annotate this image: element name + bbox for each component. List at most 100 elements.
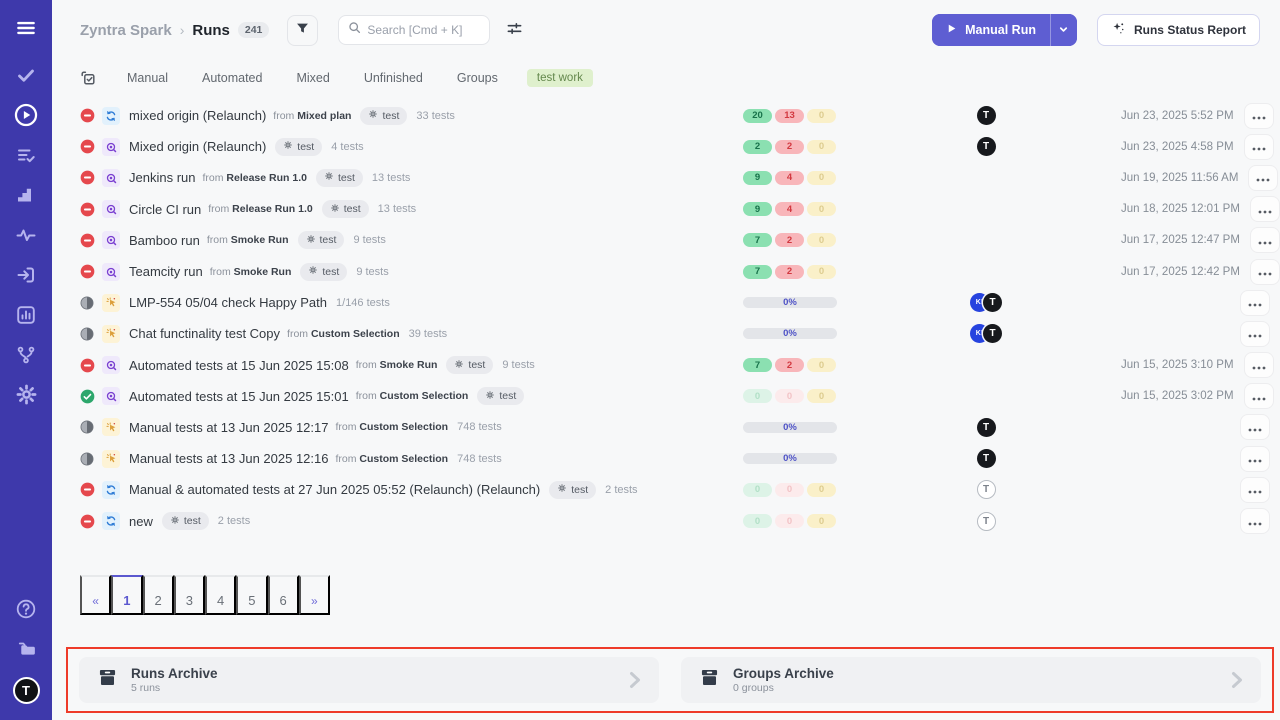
row-menu-button[interactable] [1240, 476, 1270, 503]
pagination-page-4[interactable]: 4 [205, 574, 237, 615]
run-row-main: Chat functinality test Copy from Custom … [80, 324, 743, 343]
run-row[interactable]: mixed origin (Relaunch) from Mixed plan … [80, 100, 1274, 131]
tab-unfinished[interactable]: Unfinished [363, 71, 423, 85]
plan-name: Mixed plan [297, 109, 352, 122]
page-title: Runs [192, 21, 230, 39]
sidebar-item-milestones[interactable] [11, 181, 41, 211]
config-badge: test [549, 480, 597, 499]
failed-count-badge: 2 [775, 233, 804, 248]
search-input[interactable] [367, 23, 481, 37]
run-title[interactable]: Circle CI run [129, 201, 202, 217]
pagination-prev[interactable]: « [80, 574, 112, 615]
config-badge-label: test [571, 483, 589, 496]
play-icon [946, 23, 957, 37]
filter-tag[interactable]: test work [526, 69, 593, 87]
manual-run-button[interactable]: Manual Run [932, 14, 1050, 46]
sidebar-item-activity[interactable] [11, 221, 41, 251]
archive-title: Groups Archive [733, 665, 834, 681]
sidebar-item-tests[interactable] [11, 61, 41, 91]
run-date: Jun 19, 2025 11:56 AM [1121, 171, 1239, 184]
run-title[interactable]: Bamboo run [129, 232, 200, 248]
search-box[interactable] [338, 15, 491, 45]
run-title[interactable]: new [129, 513, 153, 529]
pagination-page-3[interactable]: 3 [173, 574, 205, 615]
tab-groups[interactable]: Groups [456, 71, 498, 85]
runs-archive-card[interactable]: Runs Archive 5 runs [79, 656, 659, 703]
user-avatar[interactable]: T [12, 677, 40, 704]
progress-bar: 0% [743, 328, 837, 340]
groups-archive-card[interactable]: Groups Archive 0 groups [681, 656, 1261, 703]
assignee-avatars: T [851, 137, 1121, 157]
row-menu-button[interactable] [1248, 164, 1279, 191]
run-row[interactable]: Bamboo run from Smoke Run test 9 tests 7… [80, 225, 1280, 256]
tab-automated[interactable]: Automated [202, 71, 263, 85]
run-row-main: Automated tests at 15 Jun 2025 15:08 fro… [80, 356, 743, 375]
run-row[interactable]: Automated tests at 15 Jun 2025 15:08 fro… [80, 350, 1274, 381]
filter-button[interactable] [287, 14, 319, 46]
row-menu-button[interactable] [1240, 289, 1270, 316]
sidebar-item-settings[interactable] [11, 381, 41, 411]
row-menu-button[interactable] [1243, 133, 1274, 160]
row-menu-button[interactable] [1240, 414, 1270, 441]
archive-box-icon [97, 667, 118, 693]
row-menu-button[interactable] [1240, 320, 1270, 347]
run-row[interactable]: LMP-554 05/04 check Happy Path 1/146 tes… [80, 287, 1270, 318]
run-row[interactable]: Automated tests at 15 Jun 2025 15:01 fro… [80, 381, 1274, 412]
run-row[interactable]: Chat functinality test Copy from Custom … [80, 318, 1270, 349]
run-title[interactable]: Mixed origin (Relaunch) [129, 139, 267, 155]
manual-run-dropdown-button[interactable] [1049, 14, 1077, 46]
row-menu-button[interactable] [1249, 196, 1280, 223]
sidebar-item-integrations[interactable] [11, 341, 41, 371]
row-menu-button[interactable] [1240, 445, 1270, 472]
config-badge: test [300, 262, 348, 281]
run-row[interactable]: Circle CI run from Release Run 1.0 test … [80, 194, 1280, 225]
sidebar-item-help[interactable] [11, 595, 41, 625]
run-title[interactable]: Teamcity run [129, 264, 203, 280]
pagination-page-6[interactable]: 6 [267, 574, 299, 615]
run-title[interactable]: LMP-554 05/04 check Happy Path [129, 295, 328, 311]
sidebar-item-test-plans[interactable] [11, 141, 41, 171]
run-title[interactable]: Manual tests at 13 Jun 2025 12:16 [129, 451, 329, 467]
row-menu-button[interactable] [1243, 102, 1274, 129]
run-title[interactable]: Manual tests at 13 Jun 2025 12:17 [129, 419, 329, 435]
run-row[interactable]: Teamcity run from Smoke Run test 9 tests… [80, 256, 1280, 287]
row-menu-button[interactable] [1249, 258, 1280, 285]
tab-mixed[interactable]: Mixed [296, 71, 330, 85]
run-row[interactable]: Manual tests at 13 Jun 2025 12:16 from C… [80, 443, 1270, 474]
row-menu-button[interactable] [1243, 352, 1274, 379]
pagination-page-2[interactable]: 2 [142, 574, 174, 615]
failed-count-badge: 0 [775, 514, 804, 529]
gear-icon [330, 203, 340, 216]
runs-status-report-button[interactable]: Runs Status Report [1096, 14, 1260, 46]
run-title[interactable]: Automated tests at 15 Jun 2025 15:08 [129, 357, 349, 373]
pulse-icon [15, 224, 37, 249]
menu-button[interactable] [11, 14, 41, 44]
select-all-icon[interactable] [80, 70, 98, 86]
row-menu-button[interactable] [1243, 383, 1274, 410]
run-title[interactable]: Manual & automated tests at 27 Jun 2025 … [129, 482, 541, 498]
run-title[interactable]: Jenkins run [129, 170, 196, 186]
breadcrumb-project[interactable]: Zyntra Spark [80, 21, 172, 39]
view-settings-button[interactable] [506, 20, 523, 40]
run-title[interactable]: Automated tests at 15 Jun 2025 15:01 [129, 388, 349, 404]
pagination-page-1[interactable]: 1 [111, 574, 143, 615]
run-title[interactable]: mixed origin (Relaunch) [129, 108, 267, 124]
sidebar-item-analytics[interactable] [11, 301, 41, 331]
pagination-page-5[interactable]: 5 [236, 574, 268, 615]
run-row[interactable]: Jenkins run from Release Run 1.0 test 13… [80, 162, 1279, 193]
row-menu-button[interactable] [1240, 508, 1270, 535]
breadcrumb-separator: › [179, 22, 185, 38]
sidebar-item-inbox[interactable] [11, 261, 41, 291]
pagination-next[interactable]: » [298, 574, 330, 615]
run-row[interactable]: Manual & automated tests at 27 Jun 2025 … [80, 474, 1270, 505]
run-row[interactable]: Manual tests at 13 Jun 2025 12:17 from C… [80, 412, 1270, 443]
sidebar-item-projects[interactable] [11, 635, 41, 665]
assignee-avatars: T [851, 106, 1121, 126]
run-title[interactable]: Chat functinality test Copy [129, 326, 281, 342]
tests-count: 2 tests [605, 483, 638, 496]
tab-manual[interactable]: Manual [127, 71, 168, 85]
row-menu-button[interactable] [1249, 227, 1280, 254]
sidebar-item-runs[interactable] [11, 101, 41, 131]
